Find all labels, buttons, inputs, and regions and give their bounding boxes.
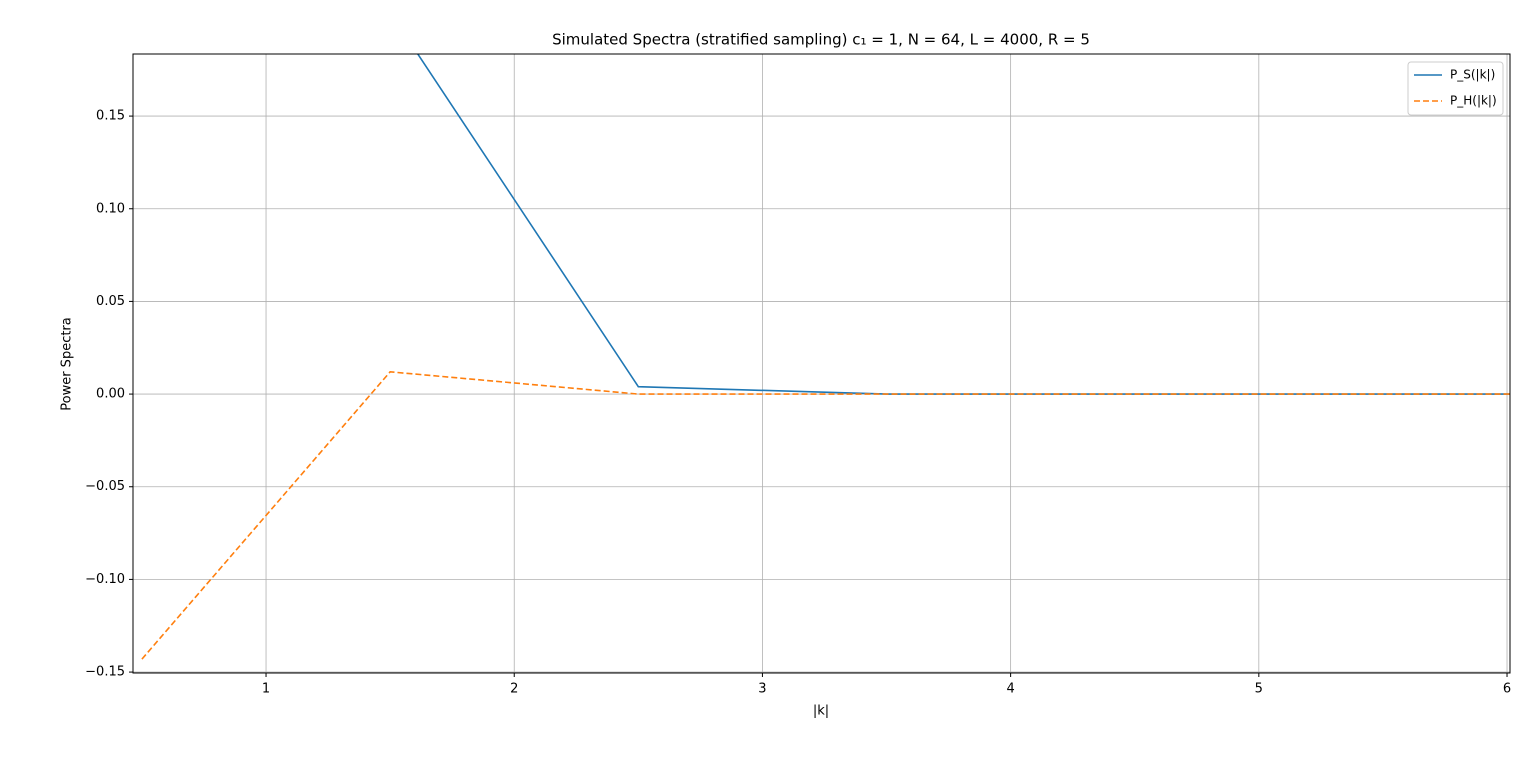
- axes-frame: [132, 53, 1511, 674]
- x-tick-label: 6: [1503, 682, 1511, 697]
- y-tick-label: 0.00: [96, 387, 125, 402]
- legend: P_S(|k|) P_H(|k|): [1407, 61, 1504, 116]
- y-tick-label: 0.10: [96, 201, 125, 216]
- y-tick-label: −0.15: [85, 665, 125, 680]
- y-tick-label: 0.05: [96, 294, 125, 309]
- legend-label: P_S(|k|): [1450, 68, 1495, 82]
- grid: 1 2 3 4 5 6 −0.15 −0.10 −0.05 0.00 0.05 0.10 0.15: [85, 54, 1511, 697]
- plot-area: [141, 54, 1510, 660]
- x-tick-label: 5: [1255, 682, 1263, 697]
- y-tick-label: −0.10: [85, 572, 125, 587]
- series-line: [141, 371, 1510, 660]
- chart-title: Simulated Spectra (stratified sampling) …: [552, 31, 1090, 49]
- y-tick-label: −0.05: [85, 479, 125, 494]
- x-tick-label: 3: [758, 682, 766, 697]
- series-line: [416, 54, 1510, 395]
- x-tick-label: 1: [262, 682, 270, 697]
- y-tick-label: 0.15: [96, 109, 125, 124]
- x-tick-label: 2: [510, 682, 518, 697]
- x-axis-label: |k|: [813, 704, 829, 719]
- legend-label: P_H(|k|): [1450, 94, 1497, 108]
- x-tick-label: 4: [1006, 682, 1014, 697]
- y-axis-label: Power Spectra: [60, 317, 75, 411]
